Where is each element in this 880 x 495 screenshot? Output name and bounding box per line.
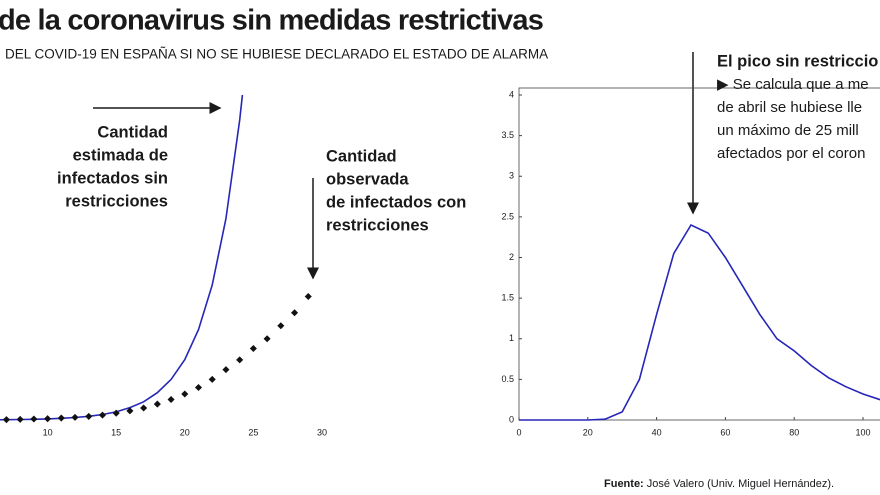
- point: [263, 335, 271, 343]
- x-tick-label: 0: [516, 427, 521, 437]
- point: [98, 411, 107, 419]
- x-tick-label: 100: [855, 427, 870, 437]
- footer-text: José Valero (Univ. Miguel Hernández).: [647, 478, 834, 490]
- x-tick-label: 40: [652, 427, 662, 437]
- point: [71, 413, 79, 421]
- point: [30, 415, 38, 423]
- point: [236, 356, 244, 364]
- point: [291, 309, 299, 317]
- y-tick-label: 2: [509, 252, 514, 262]
- y-tick-label: 0: [509, 414, 514, 424]
- line: [0, 94, 244, 421]
- x-tick-label: 80: [789, 427, 799, 437]
- point: [44, 415, 52, 423]
- annotation: Cantidad: [97, 123, 168, 141]
- x-tick-label: 15: [111, 427, 121, 437]
- y-tick-label: 2.5: [501, 211, 514, 221]
- title: de la coronavirus sin medidas restrictiv…: [0, 5, 543, 37]
- x-tick-label: 20: [583, 427, 593, 437]
- point: [153, 400, 161, 408]
- annotation: de infectados con: [326, 193, 466, 211]
- plot-area: [519, 223, 880, 421]
- line: [519, 223, 880, 421]
- point: [194, 383, 203, 392]
- plot-area: [0, 94, 312, 424]
- subtitle: DEL COVID-19 EN ESPAÑA SI NO SE HUBIESE …: [5, 47, 548, 62]
- point: [16, 415, 24, 423]
- annotation-title: El pico sin restriccio: [717, 52, 878, 70]
- annotation: restricciones: [326, 216, 429, 234]
- point: [140, 404, 148, 412]
- point: [277, 322, 285, 330]
- y-tick-label: 3.5: [501, 130, 514, 140]
- annotation: afectados por el coron: [717, 145, 865, 162]
- x-tick-label: 20: [180, 427, 190, 437]
- footer-label: Fuente:: [604, 478, 644, 490]
- annotation: infectados sin: [57, 169, 168, 187]
- footer: Fuente: José Valero (Univ. Miguel Hernán…: [604, 478, 834, 490]
- point: [222, 366, 230, 374]
- x-tick-label: 30: [317, 427, 327, 437]
- y-tick-label: 3: [509, 171, 514, 181]
- point: [112, 409, 120, 417]
- point: [249, 344, 257, 353]
- y-tick-label: 1: [509, 333, 514, 343]
- point: [208, 375, 216, 383]
- annotation: Cantidad: [326, 147, 397, 165]
- annotation: restricciones: [65, 192, 168, 210]
- point: [57, 414, 65, 422]
- x-tick-label: 25: [248, 427, 258, 437]
- plot-frame: [518, 87, 880, 421]
- point: [2, 416, 10, 424]
- y-tick-label: 1.5: [501, 293, 514, 303]
- point: [126, 407, 134, 415]
- point: [304, 292, 312, 301]
- x-tick-label: 60: [720, 427, 730, 437]
- annotation: estimada de: [73, 146, 168, 164]
- x-tick-label: 10: [43, 427, 53, 437]
- y-tick-label: 0.5: [501, 374, 514, 384]
- point: [167, 395, 175, 404]
- y-tick-label: 4: [509, 89, 514, 99]
- annotation: ▶ Se calcula que a me: [717, 76, 869, 93]
- annotation: un máximo de 25 mill: [717, 122, 859, 139]
- annotation: de abril se hubiese lle: [717, 99, 862, 116]
- annotation: observada: [326, 170, 409, 188]
- point: [85, 412, 93, 420]
- point: [181, 390, 189, 398]
